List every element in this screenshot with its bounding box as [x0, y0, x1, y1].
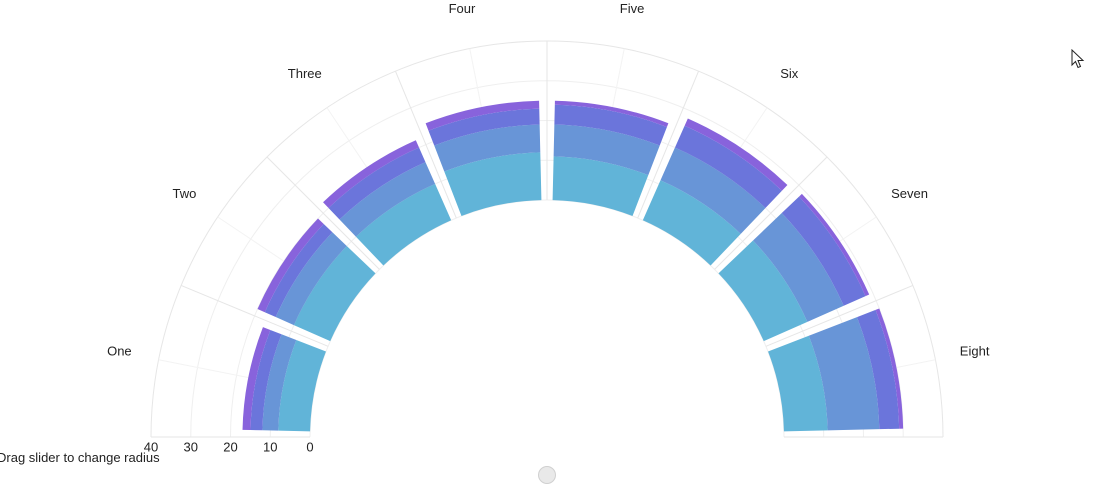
radial-tick-label: 0	[306, 440, 313, 455]
grid-spoke	[714, 156, 828, 270]
bar-segment[interactable]	[428, 108, 540, 146]
bar-segment[interactable]	[264, 224, 333, 318]
bar-segment[interactable]	[808, 317, 880, 431]
bar-segment[interactable]	[328, 147, 426, 220]
grid-spoke	[765, 284, 914, 347]
bar-segment[interactable]	[444, 152, 542, 216]
category-label: One	[107, 343, 132, 358]
bar-segment[interactable]	[262, 334, 297, 431]
bar-segment[interactable]	[753, 213, 844, 322]
category-label: Five	[620, 1, 645, 16]
pointer-arrow-icon	[1071, 48, 1085, 74]
grid-spoke	[266, 156, 380, 270]
category-label: Six	[780, 66, 799, 81]
bar-segment[interactable]	[768, 335, 828, 432]
category-label: Two	[173, 186, 197, 201]
bar-segment[interactable]	[242, 327, 271, 431]
grid-spoke	[637, 70, 700, 219]
chart-labels: One Two Three Four Five Six Seven Eight 0 10 20 30 4…	[107, 1, 990, 455]
radial-tick-label: 40	[144, 440, 158, 455]
bar-segment[interactable]	[642, 180, 741, 266]
bar-segment[interactable]	[552, 156, 649, 216]
chart-bars	[242, 100, 904, 432]
bar-segment[interactable]	[323, 140, 420, 208]
bar-segment[interactable]	[293, 245, 376, 342]
radial-bar-chart: One Two Three Four Five Six Seven Eight 0 10 20 30 4…	[107, 1, 990, 455]
bar-segment[interactable]	[554, 100, 669, 127]
slider-hint: Drag slider to change radius	[0, 450, 160, 465]
bar-segment[interactable]	[355, 183, 452, 266]
grid-spoke	[394, 70, 457, 219]
bar-segment[interactable]	[875, 308, 904, 429]
category-label: Three	[288, 66, 322, 81]
bar-segment[interactable]	[434, 124, 541, 172]
bar-segment[interactable]	[250, 329, 282, 431]
bar-segment[interactable]	[339, 162, 436, 237]
radial-tick-label: 30	[184, 440, 198, 455]
category-label: Eight	[960, 343, 990, 358]
bar-segment[interactable]	[554, 104, 667, 146]
category-label: Seven	[891, 186, 928, 201]
bar-segment[interactable]	[718, 240, 808, 342]
radial-tick-label: 20	[223, 440, 237, 455]
radius-slider-handle[interactable]	[538, 466, 556, 484]
grid-ring	[309, 199, 785, 438]
radial-tick-label: 10	[263, 440, 277, 455]
bar-segment[interactable]	[553, 124, 660, 176]
bar-segment[interactable]	[781, 196, 866, 306]
bar-segment[interactable]	[275, 232, 347, 326]
bar-segment[interactable]	[425, 100, 540, 131]
bar-segment[interactable]	[684, 118, 788, 191]
bar-segment[interactable]	[278, 340, 326, 432]
grid-spoke	[180, 284, 329, 347]
bar-segment[interactable]	[799, 193, 870, 297]
bar-segment[interactable]	[674, 125, 782, 208]
bar-segment[interactable]	[257, 218, 324, 313]
bar-segment[interactable]	[660, 147, 766, 234]
bar-segment[interactable]	[857, 309, 900, 430]
category-label: Four	[449, 1, 476, 16]
